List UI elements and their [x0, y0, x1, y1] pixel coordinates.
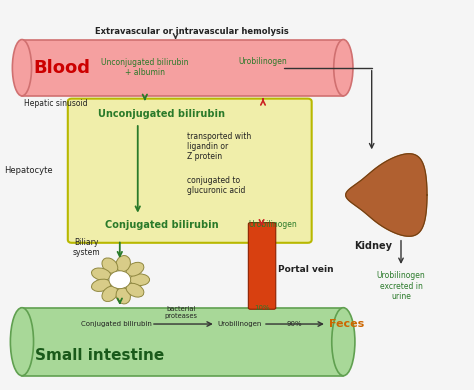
Ellipse shape: [102, 286, 118, 301]
Ellipse shape: [102, 258, 118, 273]
FancyBboxPatch shape: [68, 99, 312, 243]
Text: transported with
ligandin or
Z protein: transported with ligandin or Z protein: [187, 131, 252, 161]
Ellipse shape: [130, 274, 150, 285]
Text: Urobilinogen: Urobilinogen: [238, 57, 287, 66]
Ellipse shape: [91, 279, 111, 291]
Ellipse shape: [116, 288, 130, 304]
Text: Urobilinogen
excreted in
urine: Urobilinogen excreted in urine: [377, 271, 425, 301]
Text: Biliary
system: Biliary system: [73, 238, 100, 257]
Bar: [22, 308, 343, 376]
Text: bacterial
proteases: bacterial proteases: [165, 306, 198, 319]
Ellipse shape: [12, 39, 32, 96]
Text: Hepatocyte: Hepatocyte: [4, 166, 53, 175]
FancyBboxPatch shape: [248, 223, 276, 309]
Text: Blood: Blood: [34, 59, 91, 77]
Text: conjugated to
glucuronic acid: conjugated to glucuronic acid: [187, 176, 246, 195]
Text: Portal vein: Portal vein: [278, 265, 333, 274]
Text: Urobilinogen: Urobilinogen: [217, 321, 262, 327]
Ellipse shape: [116, 255, 130, 272]
Text: Feces: Feces: [329, 319, 365, 329]
Polygon shape: [346, 154, 427, 236]
Text: Extravascular or intravascular hemolysis: Extravascular or intravascular hemolysis: [95, 27, 289, 36]
Ellipse shape: [91, 268, 111, 280]
Text: 10%: 10%: [254, 305, 269, 311]
Ellipse shape: [126, 283, 144, 297]
Ellipse shape: [10, 308, 34, 376]
Text: Unconjugated bilirubin
+ albumin: Unconjugated bilirubin + albumin: [101, 58, 189, 78]
Text: Hepatic sinusoid: Hepatic sinusoid: [24, 99, 88, 108]
Text: Small intestine: Small intestine: [35, 348, 164, 363]
Text: Conjugated bilirubin: Conjugated bilirubin: [105, 220, 218, 230]
Bar: [22, 39, 343, 96]
Text: Unconjugated bilirubin: Unconjugated bilirubin: [98, 109, 225, 119]
Ellipse shape: [126, 262, 144, 276]
Circle shape: [109, 271, 131, 289]
Text: Urobilinogen: Urobilinogen: [248, 220, 297, 229]
Text: Kidney: Kidney: [354, 241, 392, 250]
Text: Conjugated bilirubin: Conjugated bilirubin: [81, 321, 152, 327]
Ellipse shape: [334, 39, 353, 96]
Text: 90%: 90%: [287, 321, 302, 327]
Ellipse shape: [332, 308, 355, 376]
